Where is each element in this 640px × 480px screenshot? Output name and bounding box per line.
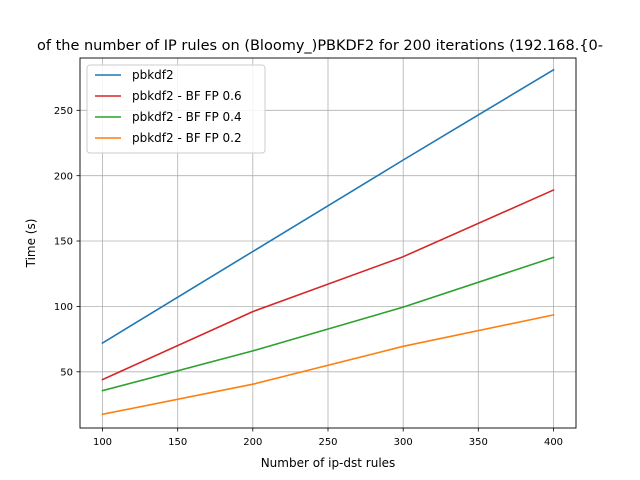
y-tick-label: 50: [60, 367, 73, 378]
x-axis-label: Number of ip-dst rules: [261, 456, 396, 470]
x-tick-label: 250: [318, 437, 337, 448]
chart-title: of the number of IP rules on (Bloomy_)PB…: [37, 38, 603, 54]
x-tick-label: 100: [93, 437, 112, 448]
y-axis: 50 100 150 200 250: [54, 106, 80, 378]
y-axis-label: Time (s): [24, 219, 38, 269]
legend-box: [86, 64, 266, 154]
x-tick-label: 400: [544, 437, 563, 448]
grid-lines: [80, 58, 576, 428]
x-axis: 100 150 200 250 300 350 400: [93, 428, 563, 448]
series-line-1: [101, 68, 555, 345]
y-tick-label: 100: [54, 302, 73, 313]
legend-label-2: pbkdf2 - BF FP 0.6: [132, 89, 242, 103]
y-tick-label: 150: [54, 237, 73, 248]
legend-label-3: pbkdf2 - BF FP 0.4: [132, 110, 242, 124]
series-line-3: [101, 256, 555, 392]
legend: pbkdf2 pbkdf2 - BF FP 0.6 pbkdf2 - BF FP 0…: [86, 64, 266, 154]
series-line-4: [101, 313, 555, 416]
legend-label-4: pbkdf2 - BF FP 0.2: [132, 131, 242, 145]
x-tick-label: 300: [394, 437, 413, 448]
x-tick-label: 200: [243, 437, 262, 448]
x-tick-label: 350: [469, 437, 488, 448]
legend-label-1: pbkdf2: [132, 68, 174, 82]
series-lines: [101, 68, 555, 416]
series-line-2: [101, 188, 555, 381]
y-tick-label: 200: [54, 171, 73, 182]
x-tick-label: 150: [168, 437, 187, 448]
y-tick-label: 250: [54, 106, 73, 117]
